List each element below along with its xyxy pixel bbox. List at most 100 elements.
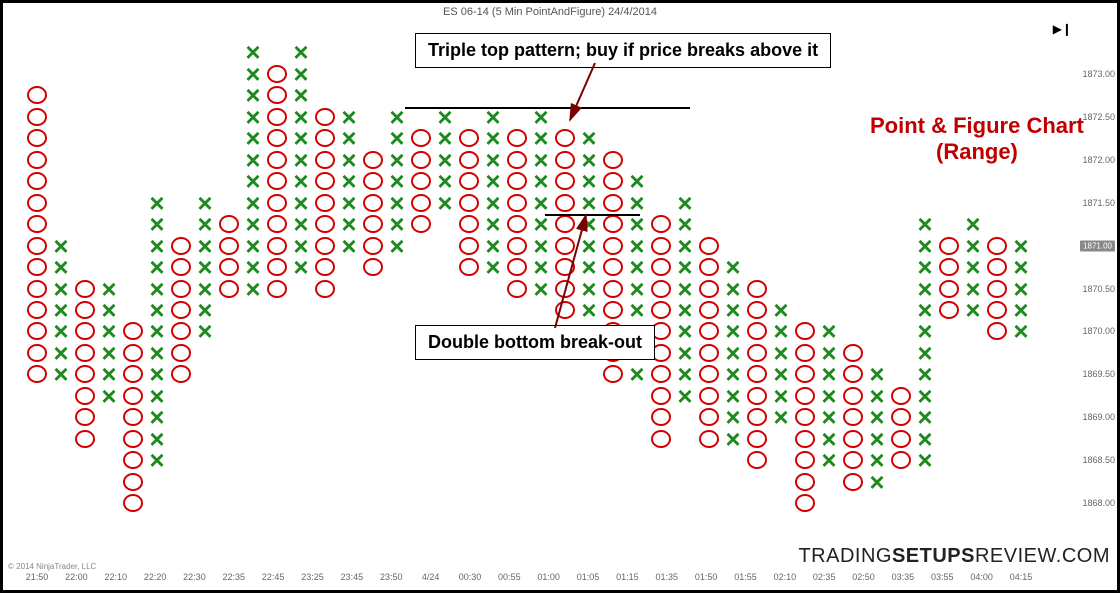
pnf-o-cell bbox=[121, 449, 145, 471]
x-tick-label: 23:25 bbox=[301, 572, 324, 582]
pnf-o-cell bbox=[313, 256, 337, 278]
x-tick-label: 02:50 bbox=[852, 572, 875, 582]
pnf-o-cell bbox=[505, 170, 529, 192]
pnf-o-cell bbox=[361, 192, 385, 214]
pnf-o-cell bbox=[793, 363, 817, 385]
pnf-o-cell bbox=[25, 213, 49, 235]
y-tick-label: 1871.50 bbox=[1082, 198, 1115, 208]
pnf-o-cell bbox=[697, 342, 721, 364]
pnf-o-cell bbox=[121, 492, 145, 514]
pnf-o-cell bbox=[601, 192, 625, 214]
watermark-post: REVIEW.COM bbox=[975, 545, 1110, 567]
annotation-double-bottom: Double bottom break-out bbox=[415, 325, 655, 360]
x-tick-label: 02:10 bbox=[774, 572, 797, 582]
pnf-o-cell bbox=[313, 106, 337, 128]
pnf-o-cell bbox=[169, 363, 193, 385]
pnf-o-cell bbox=[25, 106, 49, 128]
pnf-o-cell bbox=[553, 256, 577, 278]
pnf-o-cell bbox=[937, 278, 961, 300]
pnf-o-cell bbox=[409, 192, 433, 214]
x-tick-label: 01:55 bbox=[734, 572, 757, 582]
x-tick-label: 01:35 bbox=[655, 572, 678, 582]
pnf-o-cell bbox=[841, 363, 865, 385]
pnf-o-cell bbox=[25, 320, 49, 342]
x-tick-label: 4/24 bbox=[422, 572, 440, 582]
pnf-o-cell bbox=[601, 299, 625, 321]
pnf-o-cell bbox=[121, 428, 145, 450]
pnf-o-cell bbox=[313, 192, 337, 214]
x-tick-label: 22:35 bbox=[223, 572, 246, 582]
resistance-line bbox=[405, 107, 690, 109]
pnf-x-cell: × bbox=[913, 449, 937, 471]
x-tick-label: 23:45 bbox=[341, 572, 364, 582]
pnf-o-cell bbox=[73, 342, 97, 364]
pnf-o-cell bbox=[73, 320, 97, 342]
pnf-o-cell bbox=[265, 235, 289, 257]
pnf-o-cell bbox=[121, 320, 145, 342]
pnf-o-cell bbox=[25, 192, 49, 214]
pnf-o-cell bbox=[697, 235, 721, 257]
pnf-o-cell bbox=[553, 192, 577, 214]
pnf-o-cell bbox=[649, 213, 673, 235]
pnf-o-cell bbox=[793, 449, 817, 471]
pnf-o-cell bbox=[73, 363, 97, 385]
pnf-o-cell bbox=[121, 363, 145, 385]
watermark: TRADINGSETUPSREVIEW.COM bbox=[798, 545, 1110, 568]
pnf-o-cell bbox=[745, 363, 769, 385]
pnf-o-cell bbox=[265, 127, 289, 149]
pnf-o-cell bbox=[169, 235, 193, 257]
pnf-o-cell bbox=[457, 256, 481, 278]
pnf-o-cell bbox=[553, 127, 577, 149]
pnf-o-cell bbox=[601, 170, 625, 192]
pnf-o-cell bbox=[457, 235, 481, 257]
pnf-o-cell bbox=[937, 256, 961, 278]
pnf-o-cell bbox=[985, 320, 1009, 342]
pnf-o-cell bbox=[745, 449, 769, 471]
pnf-o-cell bbox=[25, 235, 49, 257]
pnf-o-cell bbox=[553, 235, 577, 257]
y-tick-label: 1870.00 bbox=[1082, 326, 1115, 336]
pnf-o-cell bbox=[409, 213, 433, 235]
copyright-text: © 2014 NinjaTrader, LLC bbox=[8, 562, 96, 571]
pnf-o-cell bbox=[697, 363, 721, 385]
pnf-x-cell: × bbox=[433, 192, 457, 214]
pnf-o-cell bbox=[265, 256, 289, 278]
pnf-x-cell: × bbox=[145, 449, 169, 471]
pnf-o-cell bbox=[649, 235, 673, 257]
pnf-o-cell bbox=[649, 278, 673, 300]
pnf-x-cell: × bbox=[577, 299, 601, 321]
pnf-x-cell: × bbox=[625, 363, 649, 385]
pnf-o-cell bbox=[265, 170, 289, 192]
pnf-o-cell bbox=[793, 406, 817, 428]
pnf-o-cell bbox=[697, 406, 721, 428]
pnf-o-cell bbox=[169, 278, 193, 300]
pnf-o-cell bbox=[409, 149, 433, 171]
pnf-o-cell bbox=[313, 127, 337, 149]
pnf-o-cell bbox=[121, 342, 145, 364]
x-tick-label: 01:00 bbox=[537, 572, 560, 582]
pnf-o-cell bbox=[505, 127, 529, 149]
pnf-o-cell bbox=[25, 299, 49, 321]
pnf-o-cell bbox=[73, 278, 97, 300]
pnf-o-cell bbox=[937, 235, 961, 257]
chart-title: ES 06-14 (5 Min PointAndFigure) 24/4/201… bbox=[0, 6, 1100, 18]
pnf-o-cell bbox=[553, 170, 577, 192]
pnf-x-cell: × bbox=[817, 449, 841, 471]
pnf-o-cell bbox=[313, 213, 337, 235]
pnf-o-cell bbox=[505, 149, 529, 171]
pnf-x-cell: × bbox=[385, 235, 409, 257]
pnf-o-cell bbox=[793, 385, 817, 407]
pnf-o-cell bbox=[601, 256, 625, 278]
y-tick-label: 1873.00 bbox=[1082, 69, 1115, 79]
pnf-x-cell: × bbox=[337, 235, 361, 257]
pnf-o-cell bbox=[265, 106, 289, 128]
pnf-o-cell bbox=[73, 299, 97, 321]
x-tick-label: 01:15 bbox=[616, 572, 639, 582]
pnf-o-cell bbox=[217, 235, 241, 257]
pnf-o-cell bbox=[697, 256, 721, 278]
pnf-o-cell bbox=[313, 235, 337, 257]
x-tick-label: 22:10 bbox=[104, 572, 127, 582]
pnf-o-cell bbox=[361, 256, 385, 278]
pnf-o-cell bbox=[361, 170, 385, 192]
pnf-x-cell: × bbox=[721, 428, 745, 450]
